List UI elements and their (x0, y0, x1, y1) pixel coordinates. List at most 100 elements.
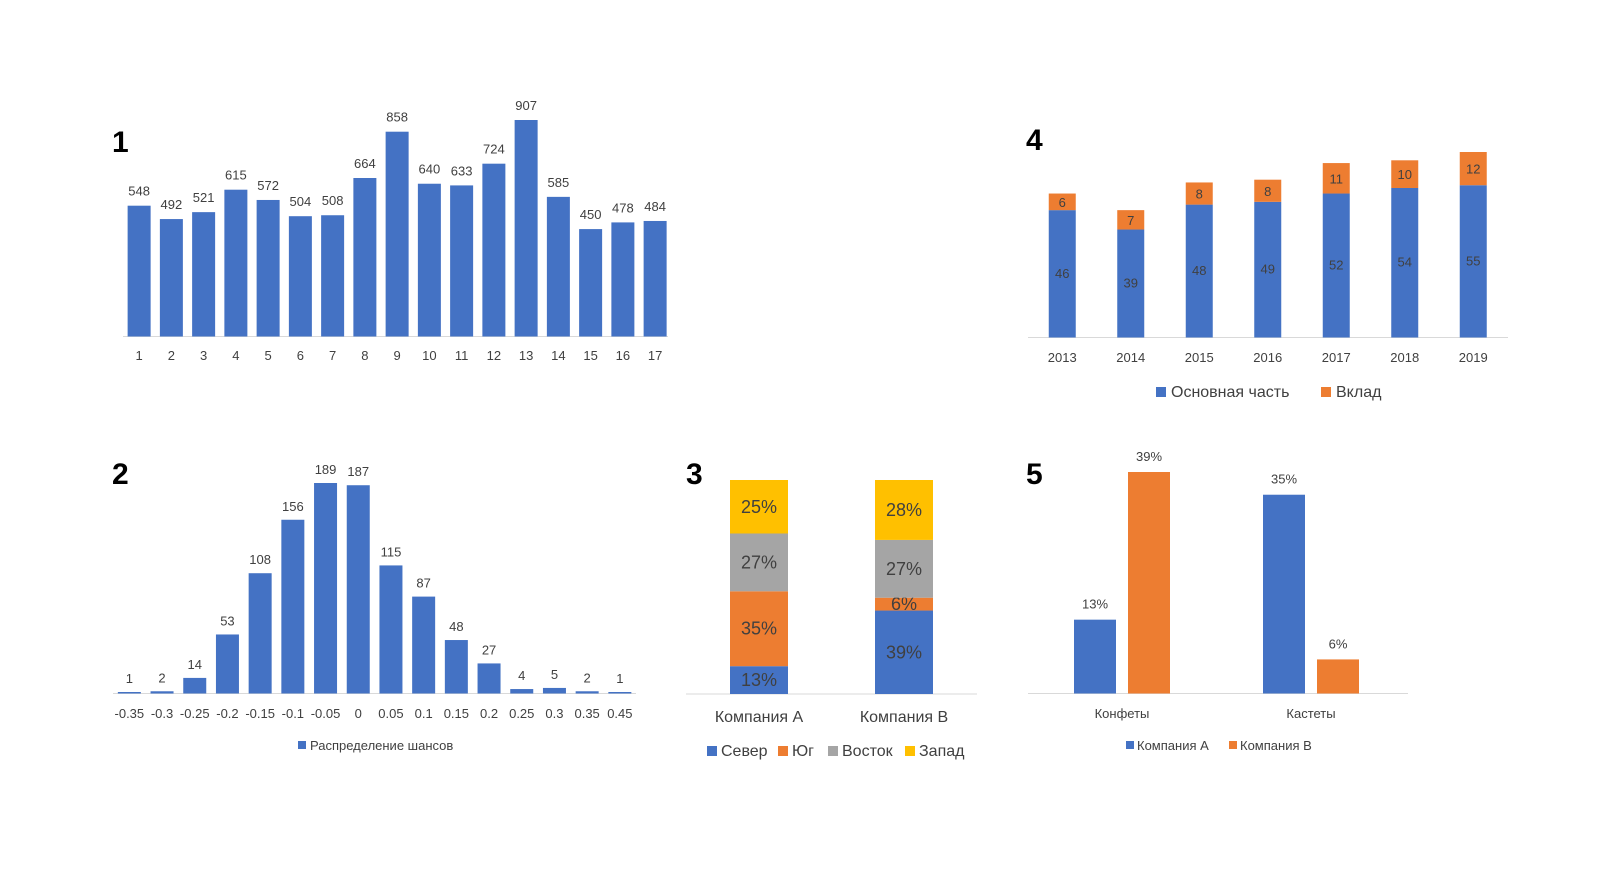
x-tick-label: 2018 (1390, 350, 1419, 365)
segment-label: 46 (1055, 266, 1069, 281)
legend-swatch (828, 746, 838, 756)
data-label: 115 (381, 544, 402, 559)
x-tick-label: -0.35 (115, 706, 145, 721)
stacked-segment (1185, 182, 1213, 205)
x-tick-label: 8 (361, 348, 368, 363)
bar (514, 120, 538, 337)
legend-label: Компания В (1240, 738, 1312, 753)
x-tick-label: Компания B (860, 709, 948, 726)
legend-label: Вклад (1336, 384, 1382, 401)
bar (314, 483, 338, 694)
data-label: 492 (161, 197, 183, 212)
stacked-segment (1048, 193, 1076, 211)
bar (346, 485, 370, 694)
x-tick-label: -0.05 (311, 706, 341, 721)
bar (546, 196, 570, 337)
data-label: 484 (644, 199, 666, 214)
x-tick-label: 13 (519, 348, 533, 363)
bar (281, 519, 305, 694)
x-tick-label: 2 (168, 348, 175, 363)
x-tick-label: -0.2 (216, 706, 238, 721)
bar (159, 219, 183, 337)
data-label: 13% (1082, 597, 1108, 612)
data-label: 585 (548, 175, 570, 190)
data-label: 450 (580, 207, 602, 222)
bar (215, 634, 239, 694)
data-label: 2 (584, 670, 591, 685)
data-label: 548 (128, 184, 150, 199)
legend-swatch (778, 746, 788, 756)
segment-label: 39% (886, 642, 922, 662)
data-label: 156 (282, 499, 304, 514)
stacked-segment (1185, 204, 1213, 338)
legend-swatch (707, 746, 717, 756)
chart-2: 21-0.352-0.314-0.2553-0.2108-0.15156-0.1… (112, 458, 636, 753)
segment-label: 27% (741, 552, 777, 572)
stacked-segment (730, 533, 788, 592)
x-tick-label: 5 (265, 348, 272, 363)
x-tick-label: Компания А (715, 709, 804, 726)
legend-swatch (1156, 387, 1166, 397)
segment-label: 55 (1466, 253, 1480, 268)
x-tick-label: -0.25 (180, 706, 210, 721)
panel-number-5: 5 (1026, 458, 1043, 491)
legend-label: Север (721, 743, 768, 760)
segment-label: 10 (1398, 167, 1412, 182)
panel-number-2: 2 (112, 458, 129, 491)
chart-3: 3 13% 35% 27% 25% Компания А 39% 6% 27% 28% Компан… (686, 458, 977, 760)
legend-swatch (905, 746, 915, 756)
bar (1128, 472, 1170, 694)
segment-label: 13% (741, 670, 777, 690)
stacked-segment (1459, 185, 1487, 338)
stacked-segment (1322, 193, 1350, 338)
bar (321, 215, 345, 337)
x-tick-label: 2015 (1185, 350, 1214, 365)
x-tick-label: 2019 (1459, 350, 1488, 365)
data-label: 27 (482, 642, 496, 657)
chart-1: 1 548 1 492 2 521 3 615 4 572 5 504 6 508 7 664 8 858 9 640… (112, 98, 668, 363)
stacked-segment (1391, 160, 1419, 188)
x-tick-label: 12 (487, 348, 501, 363)
bar (477, 663, 501, 694)
segment-label: 28% (886, 500, 922, 520)
data-label: 108 (249, 552, 271, 567)
legend-swatch (298, 741, 306, 749)
x-tick-label: 0.15 (444, 706, 469, 721)
x-tick-label: Кастеты (1286, 706, 1335, 721)
bar (248, 573, 272, 694)
x-tick-label: 0.45 (607, 706, 632, 721)
legend-swatch (1126, 741, 1134, 749)
bar (379, 565, 403, 694)
x-tick-label: 16 (616, 348, 630, 363)
data-label: 724 (483, 142, 505, 157)
x-tick-label: 11 (455, 348, 469, 363)
bar (1074, 619, 1116, 694)
stacked-segment (1459, 152, 1487, 186)
bar (127, 205, 151, 337)
x-tick-label: 15 (583, 348, 597, 363)
data-label: 14 (188, 657, 202, 672)
x-tick-label: 0 (355, 706, 362, 721)
bar (444, 640, 468, 694)
data-label: 907 (515, 98, 537, 113)
data-label: 189 (315, 462, 337, 477)
legend-label: Основная часть (1171, 384, 1289, 401)
x-tick-label: 0.35 (574, 706, 599, 721)
bar (224, 189, 248, 337)
bar (510, 689, 534, 694)
bar (1263, 494, 1305, 694)
chart-4: 4 46 6 2013 39 7 2014 48 8 2015 49 8 2016 52 11 2017 54 1… (1026, 124, 1508, 401)
legend-label: Запад (919, 743, 965, 760)
data-label: 6% (1329, 636, 1348, 651)
data-label: 858 (386, 110, 408, 125)
bar (608, 692, 632, 694)
x-tick-label: 6 (297, 348, 304, 363)
segment-label: 11 (1330, 171, 1344, 186)
stacked-segment (730, 480, 788, 534)
x-tick-label: 4 (232, 348, 239, 363)
segment-label: 35% (741, 619, 777, 639)
stacked-segment (1254, 201, 1282, 338)
data-label: 1 (126, 671, 133, 686)
segment-label: 49 (1261, 262, 1275, 277)
